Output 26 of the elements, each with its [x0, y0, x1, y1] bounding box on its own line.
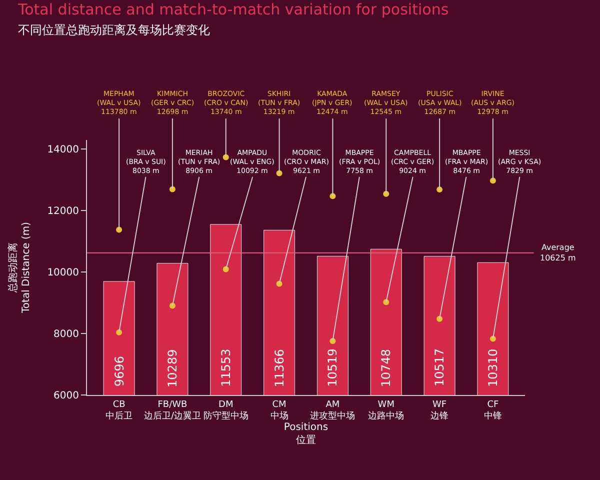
data-label: 9696 [112, 356, 127, 387]
y-tick-label: 14000 [47, 144, 79, 156]
x-tick-label: AM 进攻型中场 [310, 400, 356, 422]
y-tick-label: 12000 [47, 206, 79, 218]
ref-line-label: Average 10625 m [540, 243, 576, 262]
data-label: 11553 [218, 348, 233, 387]
x-tick-label: CM 中场 [270, 400, 288, 422]
data-label: 10748 [379, 348, 394, 388]
chart-title: Total distance and match-to-match variation for positions [17, 0, 449, 18]
x-tick-label: CF 中锋 [484, 400, 502, 422]
x-tick-label: DM 防守型中场 [203, 400, 248, 422]
x-tick-label: FB/WB 边后卫/边翼卫 [144, 400, 201, 422]
data-label: 10519 [326, 348, 340, 387]
data-label: 10517 [432, 348, 447, 387]
y-tick-label: 6000 [54, 390, 79, 402]
x-tick-label: CB 中后卫 [106, 400, 133, 422]
y-tick-label: 10000 [47, 268, 79, 279]
data-label: 11366 [272, 349, 286, 388]
y-tick-label: 8000 [54, 329, 79, 340]
chart-subtitle: 不同位置总跑动距离及每场比赛变化 [18, 22, 210, 37]
y-axis-title: 总跑动距离 Total Distance (m) [7, 222, 32, 314]
data-label: 10289 [165, 349, 180, 388]
x-tick-label: WF 边锋 [430, 400, 449, 422]
x-tick-label: WM 边路中场 [368, 400, 404, 422]
data-label: 10310 [486, 348, 500, 387]
x-axis-title: Positions 位置 [284, 422, 328, 446]
